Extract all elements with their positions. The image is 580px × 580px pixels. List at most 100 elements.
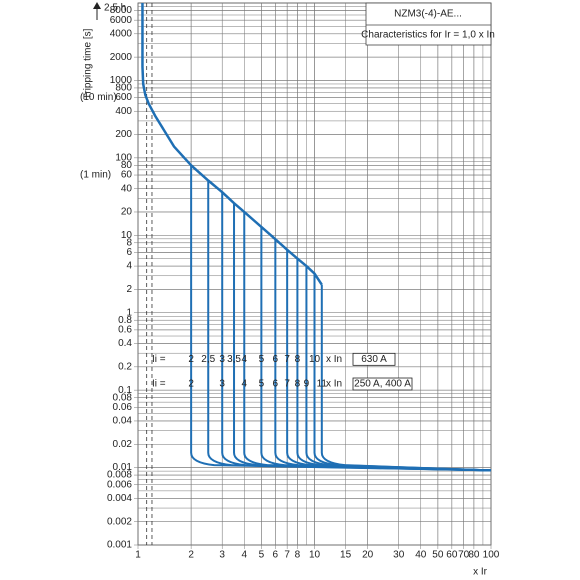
instantaneous-line [320, 284, 492, 472]
y-tick-label: 6 [126, 247, 132, 258]
setting-value: 11 [317, 379, 328, 390]
setting-value: 6 [273, 379, 279, 390]
y-tick-label: 0.002 [107, 516, 132, 527]
setting-value: 5 [259, 354, 265, 365]
instantaneous-line [260, 226, 492, 472]
instantaneous-line [221, 192, 492, 472]
y-tick-label: 400 [115, 106, 132, 117]
x-tick-label: 60 [446, 550, 458, 561]
instantaneous-line [190, 165, 492, 472]
setting-value: 3 [219, 379, 225, 390]
x-tick-label: 8 [295, 550, 301, 561]
time-mark: (10 min) [80, 92, 117, 103]
time-mark: 2,5 h [104, 3, 126, 14]
setting-label: Ii = [152, 354, 166, 365]
y-tick-label: 0.8 [118, 315, 132, 326]
instantaneous-line [286, 249, 492, 472]
x-tick-label: 1 [135, 550, 141, 561]
x-tick-label: 70 [458, 550, 470, 561]
x-tick-label: 10 [309, 550, 321, 561]
y-tick-label: 0.006 [107, 479, 132, 490]
y-tick-label: 20 [121, 207, 133, 218]
setting-value: 4 [241, 379, 247, 390]
instantaneous-line [233, 203, 492, 472]
y-tick-label: 2 [126, 284, 132, 295]
instantaneous-line [305, 266, 492, 472]
instantaneous-line [313, 273, 492, 472]
y-axis-title: Tripping time [s] [83, 28, 94, 99]
setting-value: 5 [259, 379, 265, 390]
y-tick-label: 8 [126, 237, 132, 248]
setting-value: 3 [219, 354, 225, 365]
x-axis-title: x Ir [473, 567, 488, 578]
x-tick-label: 50 [432, 550, 444, 561]
chart-subtitle: Characteristics for Ir = 1,0 x In [361, 30, 495, 41]
y-tick-label: 100 [115, 152, 132, 163]
setting-value: 8 [295, 354, 301, 365]
y-tick-label: 1000 [110, 75, 133, 86]
x-tick-label: 80 [468, 550, 480, 561]
y-tick-label: 0.004 [107, 493, 132, 504]
rating: 630 A [361, 354, 387, 365]
y-tick-label: 200 [115, 129, 132, 140]
x-tick-label: 20 [362, 550, 374, 561]
setting-label: Ii = [152, 379, 166, 390]
x-tick-label: 2 [188, 550, 194, 561]
setting-value: 4 [241, 354, 247, 365]
y-tick-label: 0.001 [107, 540, 132, 551]
overload-curve [141, 3, 323, 286]
rating-box [352, 377, 413, 391]
setting-value: 8 [295, 379, 301, 390]
setting-value: 9 [304, 379, 310, 390]
x-tick-label: 100 [483, 550, 500, 561]
y-tick-label: 2000 [110, 52, 133, 63]
y-tick-label: 8000 [110, 5, 133, 16]
instantaneous-line [207, 180, 492, 472]
y-tick-label: 4000 [110, 28, 133, 39]
setting-value: 6 [273, 354, 279, 365]
instantaneous-line [274, 239, 492, 472]
y-tick-label: 80 [121, 160, 133, 171]
y-tick-label: 0.4 [118, 338, 132, 349]
instantaneous-line [296, 258, 492, 472]
y-tick-label: 0.008 [107, 470, 132, 481]
y-tick-label: 800 [115, 83, 132, 94]
y-tick-label: 0.08 [113, 392, 133, 403]
x-tick-label: 40 [415, 550, 427, 561]
setting-unit: x In [326, 354, 342, 365]
y-tick-label: 0.02 [113, 439, 133, 450]
x-tick-label: 4 [241, 550, 247, 561]
setting-value: 2 [188, 354, 194, 365]
rating-box [352, 352, 396, 366]
instantaneous-line [243, 211, 492, 472]
y-tick-label: 4 [126, 261, 132, 272]
x-tick-label: 30 [393, 550, 405, 561]
y-tick-label: 60 [121, 170, 133, 181]
y-tick-label: 0.06 [113, 402, 133, 413]
y-tick-label: 1 [126, 307, 132, 318]
setting-unit: x In [326, 379, 342, 390]
title-box [365, 2, 492, 46]
x-tick-label: 3 [219, 550, 225, 561]
y-tick-label: 600 [115, 92, 132, 103]
setting-value: 7 [284, 354, 290, 365]
x-tick-label: 6 [273, 550, 279, 561]
y-tick-label: 0.2 [118, 361, 132, 372]
x-tick-label: 7 [284, 550, 290, 561]
setting-value: 10 [309, 354, 321, 365]
y-tick-label: 6000 [110, 15, 133, 26]
y-tick-label: 0.6 [118, 325, 132, 336]
rating: 250 A, 400 A [354, 379, 411, 390]
y-tick-label: 10 [121, 230, 133, 241]
x-tick-label: 15 [340, 550, 352, 561]
setting-value: 2,5 [201, 354, 215, 365]
y-tick-label: 40 [121, 183, 133, 194]
time-mark: (1 min) [80, 170, 111, 181]
chart-title: NZM3(-4)-AE... [394, 9, 462, 20]
axis-arrowhead [93, 2, 101, 9]
y-tick-label: 0.01 [113, 462, 133, 473]
x-tick-label: 5 [259, 550, 265, 561]
y-tick-label: 0.04 [113, 416, 133, 427]
y-tick-label: 0.1 [118, 385, 132, 396]
